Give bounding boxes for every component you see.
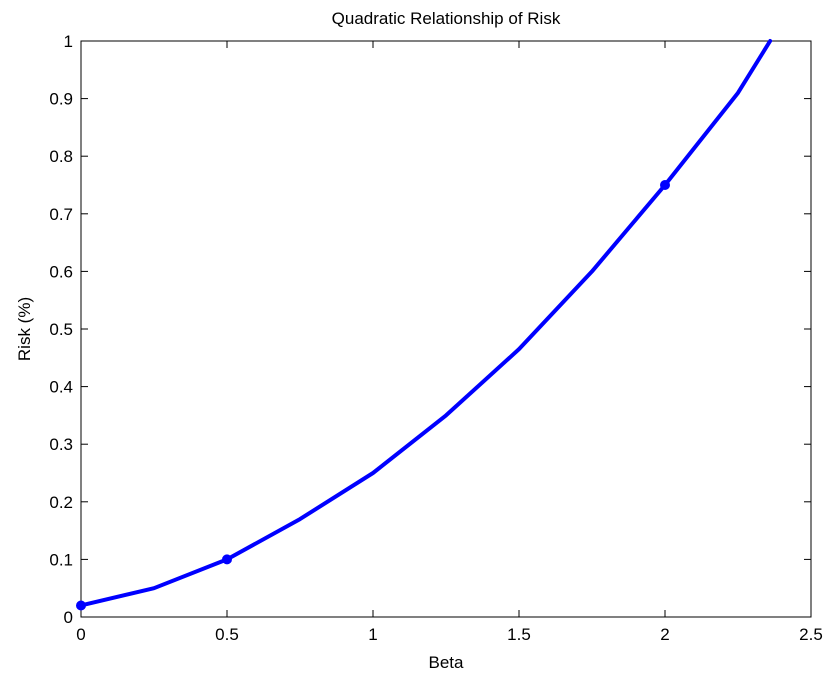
series-layer xyxy=(79,39,773,608)
y-tick-label: 0.6 xyxy=(49,262,73,281)
markers-layer xyxy=(76,180,670,611)
y-tick-label: 0.9 xyxy=(49,90,73,109)
data-point-marker xyxy=(222,554,232,565)
data-point-marker xyxy=(660,180,670,190)
x-tick-label: 0 xyxy=(76,625,85,644)
y-tick-label: 0.8 xyxy=(49,147,73,166)
chart-title: Quadratic Relationship of Risk xyxy=(332,9,561,28)
y-tick-label: 0.2 xyxy=(49,493,73,512)
plot-area xyxy=(80,40,812,618)
y-tick-label: 0.3 xyxy=(49,435,73,454)
x-tick-label: 0.5 xyxy=(215,625,239,644)
x-tick-label: 2.5 xyxy=(799,625,823,644)
y-tick-label: 0.7 xyxy=(49,205,73,224)
y-tick-label: 0.1 xyxy=(49,550,73,569)
x-tick-label: 2 xyxy=(660,625,669,644)
x-tick-label: 1.5 xyxy=(507,625,531,644)
data-point-marker xyxy=(76,600,86,611)
y-tick-label: 0.4 xyxy=(49,378,73,397)
y-axis-label: Risk (%) xyxy=(15,297,34,361)
x-tick-label: 1 xyxy=(368,625,377,644)
axis-ticks: 0 0.5 1 1.5 2 2.5 0 0.1 0.2 0.3 0.4 0.5 0.6 0.7 0.8 0.9… xyxy=(49,32,822,644)
x-axis-label: Beta xyxy=(429,653,465,672)
y-tick-label: 1 xyxy=(64,32,73,51)
series-line xyxy=(79,39,773,608)
y-tick-label: 0 xyxy=(64,608,73,627)
y-tick-label: 0.5 xyxy=(49,320,73,339)
